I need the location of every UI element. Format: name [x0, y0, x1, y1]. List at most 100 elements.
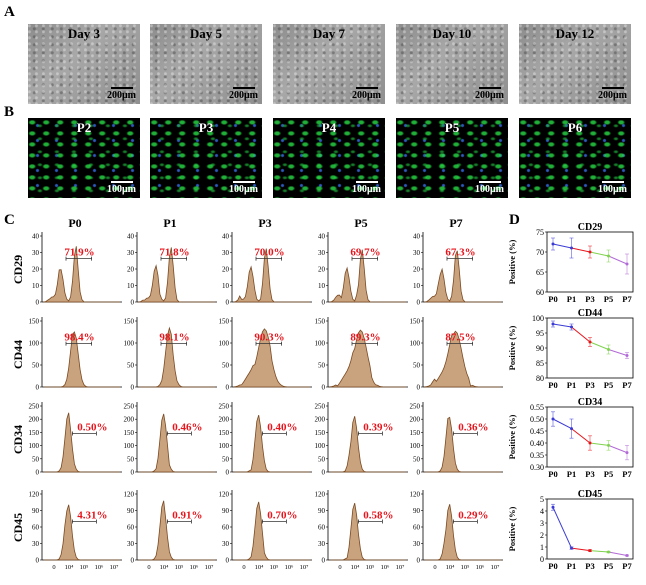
- y-tick-label: 50: [413, 455, 421, 463]
- series-segment: [608, 551, 628, 557]
- chart-title: CD34: [578, 397, 602, 408]
- fluorescence-p2: P2 100μm: [28, 118, 140, 198]
- histogram-cd44-p3: 0 50 100 150 90.3%: [219, 317, 312, 392]
- gate-percent: 89.3%: [350, 332, 380, 344]
- y-tick-label: 100: [29, 442, 40, 450]
- x-tick-label: P1: [567, 380, 576, 390]
- y-tick-label: 250: [124, 403, 135, 411]
- y-tick-label: 30: [318, 249, 326, 257]
- y-tick-label: 3: [540, 519, 544, 528]
- histogram-cd45-p0: 0 30 60 90 120 0 10⁴ 10⁵ 10⁶ 10⁷ 4.31%: [29, 490, 122, 571]
- x-tick-label: P1: [567, 561, 576, 571]
- y-tick-label: 0.45: [530, 427, 544, 436]
- x-tick-label: P7: [622, 380, 632, 390]
- micrograph-day7: Day 7 200μm: [273, 24, 385, 104]
- data-point: [607, 348, 610, 351]
- y-tick-label: 150: [124, 318, 135, 326]
- x-tick-label: P0: [548, 561, 557, 571]
- y-tick-label: 100: [124, 340, 135, 348]
- series-segment: [571, 326, 591, 343]
- histogram-cd34-p7: 0 50 100 150 200 250 0.36%: [410, 402, 503, 477]
- scale-bar: 200μm: [352, 87, 381, 101]
- y-tick-label: 200: [29, 416, 40, 424]
- y-tick-label: 0.35: [530, 451, 544, 460]
- data-point: [588, 340, 592, 344]
- data-point: [551, 322, 555, 326]
- y-tick-label: 10: [32, 282, 40, 290]
- x-tick-label: 10⁵: [461, 564, 470, 571]
- y-tick-label: 0: [417, 299, 421, 307]
- y-tick-label: 30: [318, 540, 326, 548]
- data-point: [551, 417, 555, 421]
- y-tick-label: 100: [410, 340, 421, 348]
- column-header-p0: P0: [68, 216, 82, 230]
- series-segment: [552, 243, 572, 249]
- y-tick-label: 2: [540, 531, 544, 540]
- series-segment: [552, 418, 572, 430]
- x-tick-label: 10⁵: [80, 564, 89, 571]
- fluorescence-p3: P3 100μm: [150, 118, 262, 198]
- y-axis-label: Positive (%): [507, 326, 517, 371]
- y-tick-label: 0: [540, 555, 544, 564]
- series-segment: [589, 442, 609, 446]
- chart-title: CD45: [578, 489, 602, 500]
- y-tick-label: 10: [222, 282, 230, 290]
- y-tick-label: 20: [413, 266, 421, 274]
- y-tick-label: 250: [219, 403, 230, 411]
- y-tick-label: 90: [536, 344, 544, 353]
- x-tick-label: P1: [567, 469, 576, 479]
- y-tick-label: 90: [318, 507, 326, 515]
- histogram-fill: [139, 500, 215, 561]
- x-tick-label: 10⁴: [65, 564, 75, 571]
- y-tick-label: 5: [540, 495, 544, 504]
- series-segment: [552, 323, 572, 328]
- y-tick-label: 0.40: [530, 439, 544, 448]
- gate-percent: 90.3%: [254, 332, 284, 344]
- panel-d-label: D: [509, 212, 520, 228]
- x-tick-label: 0: [52, 564, 55, 571]
- series-segment: [608, 444, 628, 454]
- y-tick-label: 120: [219, 491, 230, 499]
- line-chart-cd29: CD29 60 65 70 75 Positive (%) P0 P1 P3 P5 P7: [507, 222, 634, 304]
- x-tick-label: 10⁴: [351, 564, 361, 571]
- y-tick-label: 100: [410, 442, 421, 450]
- data-point: [607, 443, 610, 447]
- x-tick-label: 10⁵: [366, 564, 375, 571]
- histogram-fill: [234, 501, 310, 561]
- histogram-cd34-p5: 0 50 100 150 200 250 0.39%: [315, 402, 408, 477]
- histogram-cd34-p0: 0 50 100 150 200 250 0.50%: [29, 402, 122, 477]
- y-tick-label: 50: [32, 455, 40, 463]
- histogram-fill: [44, 331, 120, 388]
- column-header-p1: P1: [163, 216, 177, 230]
- series-segment: [608, 349, 628, 356]
- scale-bar: 100μm: [352, 181, 381, 195]
- gate-percent: 0.29%: [458, 510, 488, 522]
- x-tick-label: 10⁶: [190, 564, 199, 571]
- x-tick-label: 10⁴: [446, 564, 456, 571]
- x-tick-label: 10⁷: [110, 564, 119, 571]
- x-tick-label: P1: [567, 294, 576, 304]
- data-point: [625, 451, 629, 455]
- line-chart-cd34: CD34 0.30 0.35 0.40 0.45 0.50 0.55 Positive (%)…: [507, 397, 634, 479]
- x-tick-label: P5: [604, 294, 613, 304]
- data-point: [570, 546, 573, 550]
- histogram-fill: [424, 330, 501, 388]
- histogram-fill: [234, 414, 310, 473]
- y-tick-label: 100: [532, 314, 544, 323]
- y-tick-label: 20: [222, 266, 230, 274]
- data-point: [551, 505, 555, 509]
- histogram-fill: [425, 504, 501, 561]
- series-segment: [589, 251, 609, 257]
- histogram-fill: [424, 250, 501, 303]
- y-tick-label: 0: [36, 384, 40, 392]
- y-tick-label: 80: [536, 374, 544, 383]
- y-tick-label: 0.50: [530, 415, 544, 424]
- y-tick-label: 30: [413, 249, 421, 257]
- histogram-fill: [330, 416, 406, 473]
- gate-percent: 98.4%: [64, 332, 94, 344]
- y-tick-label: 150: [410, 318, 421, 326]
- gate-percent: 71.8%: [159, 247, 189, 259]
- y-tick-label: 60: [536, 288, 544, 297]
- y-tick-label: 200: [410, 416, 421, 424]
- histogram-cd34-p3: 0 50 100 150 200 250 0.40%: [219, 402, 312, 477]
